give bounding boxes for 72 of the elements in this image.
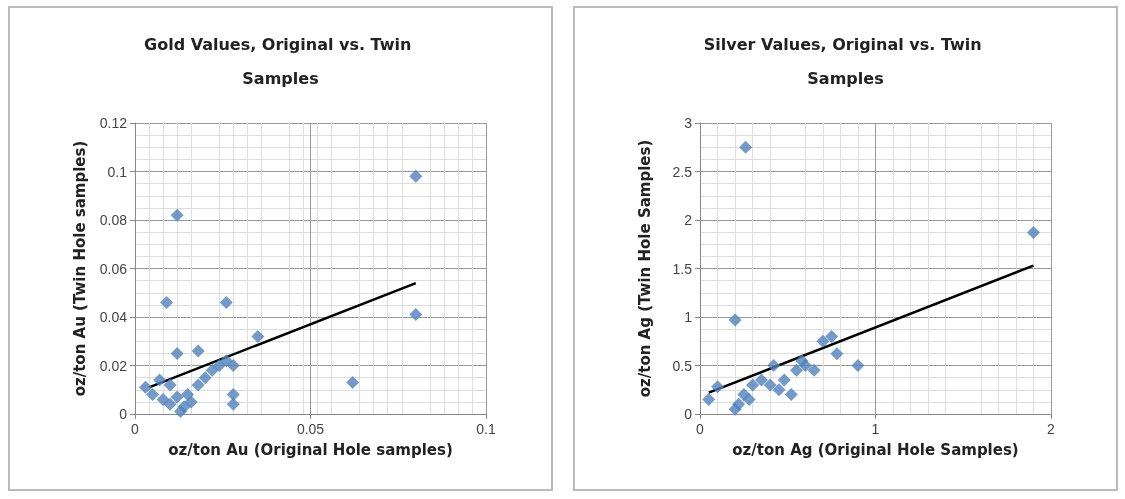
point: [191, 344, 205, 358]
point: [163, 378, 177, 392]
point: [184, 395, 198, 409]
point: [807, 363, 821, 377]
point: [742, 392, 756, 406]
point: [226, 388, 240, 402]
point: [777, 373, 791, 387]
point: [219, 295, 233, 309]
point: [226, 397, 240, 411]
y-tick-label: 0.08: [99, 212, 128, 228]
y-tick-label: 2.5: [672, 163, 693, 180]
y-tick-label: 0: [119, 406, 128, 422]
point: [763, 378, 777, 392]
point: [174, 405, 188, 419]
x-tick-label: 0.05: [296, 421, 325, 437]
y-tick-label: 0: [684, 406, 693, 422]
x-tick-label: 0: [131, 421, 140, 437]
y-tick-label: 1.5: [672, 260, 693, 277]
y-tick-label: 0.5: [672, 357, 693, 374]
point: [772, 383, 786, 397]
point: [409, 308, 423, 322]
point: [754, 373, 768, 387]
y-tick-label: 0.04: [99, 309, 128, 325]
point: [191, 378, 205, 392]
y-tick-label: 0.12: [99, 115, 128, 131]
point: [409, 169, 423, 183]
x-axis-title: oz/ton Au (Original Hole samples): [168, 440, 453, 459]
point: [170, 208, 184, 222]
point: [795, 354, 809, 368]
point: [198, 371, 212, 385]
x-tick-label: 0: [696, 421, 705, 437]
point: [163, 397, 177, 411]
point: [767, 359, 781, 372]
point: [346, 375, 360, 389]
point: [825, 329, 839, 343]
y-axis-title: oz/ton Ag (Twin Hole Samples): [635, 139, 654, 398]
y-tick-label: 3: [684, 115, 693, 131]
point: [790, 363, 804, 377]
point: [728, 402, 742, 416]
point: [830, 347, 844, 361]
x-tick-label: 0.1: [476, 421, 496, 437]
point: [851, 359, 865, 372]
point: [702, 392, 716, 406]
y-axis-title: oz/ton Au (Twin Hole samples): [70, 140, 89, 397]
point: [251, 329, 265, 343]
x-tick-label: 1: [871, 421, 880, 437]
y-tick-label: 0.02: [99, 357, 128, 374]
point: [746, 378, 760, 392]
chart-title: Gold Values, Original vs. Twin Samples: [144, 34, 417, 88]
point: [784, 388, 798, 402]
point: [146, 388, 160, 402]
x-axis-title: oz/ton Ag (Original Hole Samples): [732, 440, 1019, 459]
y-tick-label: 0.1: [107, 163, 128, 180]
x-tick-label: 2: [1047, 421, 1056, 437]
y-tick-label: 1: [684, 309, 693, 325]
chart-title: Silver Values, Original vs. Twin Samples: [703, 34, 988, 88]
y-tick-label: 0.06: [99, 260, 128, 277]
point: [1026, 226, 1040, 240]
point: [711, 380, 725, 394]
point: [170, 346, 184, 360]
point: [739, 140, 753, 154]
point: [219, 354, 233, 368]
y-tick-label: 2: [684, 212, 693, 228]
point: [212, 359, 226, 372]
point: [205, 363, 219, 377]
point: [170, 390, 184, 404]
point: [728, 313, 742, 327]
point: [139, 380, 153, 394]
point: [226, 359, 240, 372]
point: [816, 334, 830, 348]
point: [153, 373, 167, 387]
point: [160, 295, 174, 309]
